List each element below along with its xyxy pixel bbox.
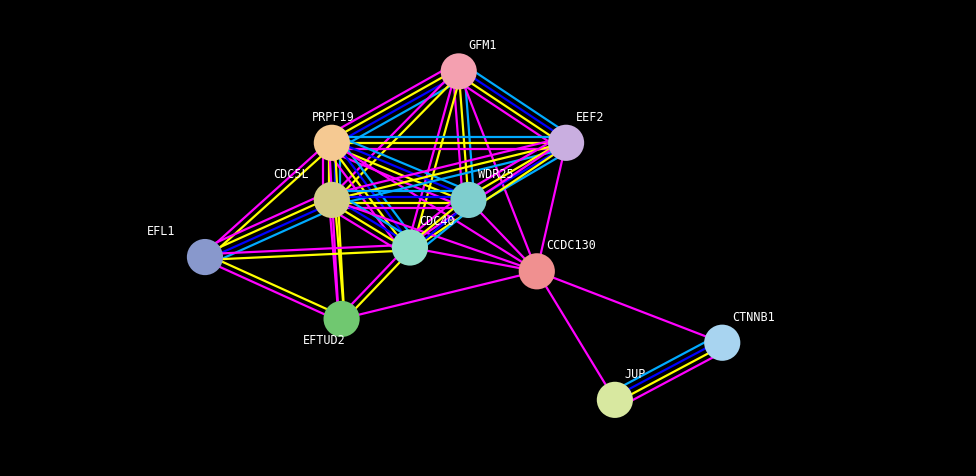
Text: EFTUD2: EFTUD2 [303, 335, 346, 347]
Circle shape [704, 325, 741, 361]
Text: GFM1: GFM1 [468, 40, 497, 52]
Circle shape [450, 182, 487, 218]
Circle shape [548, 125, 585, 161]
Text: JUP: JUP [625, 368, 646, 381]
Circle shape [391, 229, 428, 266]
Circle shape [440, 53, 477, 89]
Circle shape [518, 253, 555, 289]
Text: EFL1: EFL1 [146, 225, 175, 238]
Circle shape [186, 239, 224, 275]
Circle shape [596, 382, 633, 418]
Circle shape [323, 301, 360, 337]
Circle shape [313, 182, 350, 218]
Text: PRPF19: PRPF19 [312, 111, 355, 124]
Text: CTNNB1: CTNNB1 [732, 311, 775, 324]
Text: CDC40: CDC40 [420, 216, 456, 228]
Text: CCDC130: CCDC130 [547, 239, 596, 252]
Circle shape [313, 125, 350, 161]
Text: WDR25: WDR25 [478, 168, 514, 181]
Text: EEF2: EEF2 [576, 111, 604, 124]
Text: CDC5L: CDC5L [273, 168, 309, 181]
